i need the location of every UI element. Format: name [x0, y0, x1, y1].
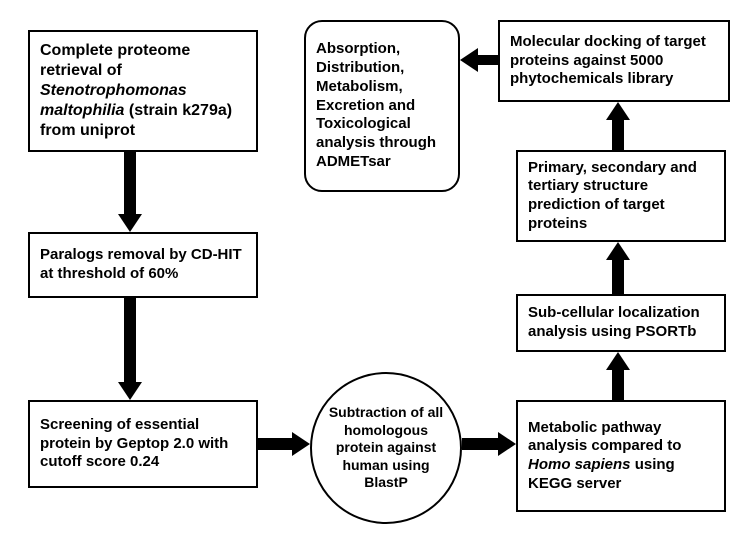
flow-node-homologous-subtraction: Subtraction of all homologous protein ag… — [310, 372, 462, 524]
flow-node-metabolic-pathway: Metabolic pathway analysis compared to H… — [516, 400, 726, 512]
node-label: Screening of essential protein by Geptop… — [40, 416, 246, 472]
node-label: Metabolic pathway analysis compared to H… — [528, 419, 714, 494]
node-label: Complete proteome retrieval of Stenotrop… — [40, 41, 246, 141]
flow-node-essential-protein-screening: Screening of essential protein by Geptop… — [28, 400, 258, 488]
flow-node-molecular-docking: Molecular docking of target proteins aga… — [498, 20, 730, 102]
flow-node-subcellular-localization: Sub-cellular localization analysis using… — [516, 294, 726, 352]
node-label: Molecular docking of target proteins aga… — [510, 33, 718, 89]
node-label: Subtraction of all homologous protein ag… — [324, 404, 448, 492]
flow-node-admet-analysis: Absorption, Distribution, Metabolism, Ex… — [304, 20, 460, 192]
flow-node-paralogs-removal: Paralogs removal by CD-HIT at threshold … — [28, 232, 258, 298]
node-label: Paralogs removal by CD-HIT at threshold … — [40, 246, 246, 284]
flow-node-structure-prediction: Primary, secondary and tertiary structur… — [516, 150, 726, 242]
node-label: Primary, secondary and tertiary structur… — [528, 159, 714, 234]
node-label: Absorption, Distribution, Metabolism, Ex… — [316, 40, 448, 171]
flow-node-proteome-retrieval: Complete proteome retrieval of Stenotrop… — [28, 30, 258, 152]
node-label: Sub-cellular localization analysis using… — [528, 304, 714, 342]
